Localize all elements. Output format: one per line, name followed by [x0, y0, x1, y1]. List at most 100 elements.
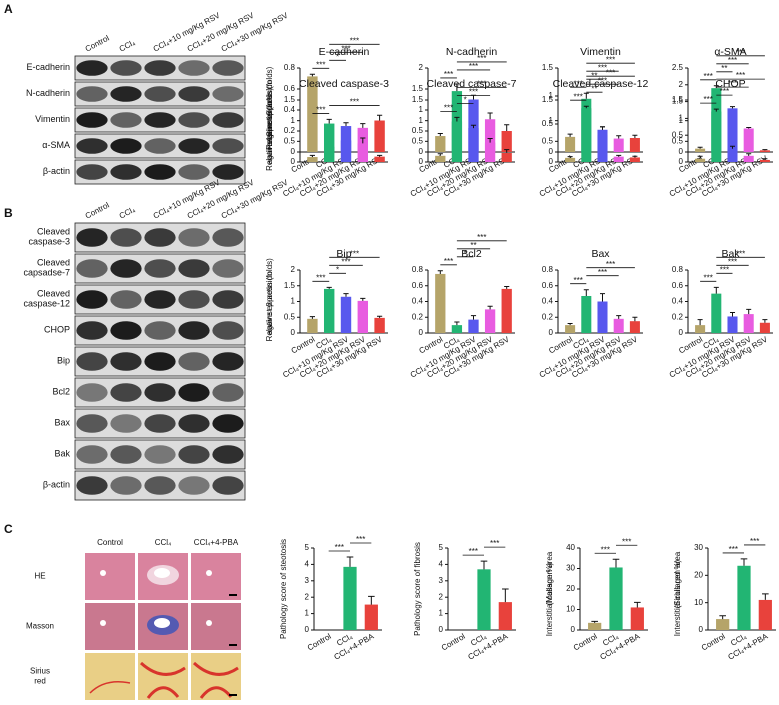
lane-label: CCl₄ — [118, 205, 137, 221]
error-bar — [326, 118, 332, 124]
bar — [565, 136, 576, 152]
blot-band — [110, 476, 142, 495]
y-axis-label-line: Interstitial collagen area — [545, 551, 554, 636]
row-label-line: caspase-3 — [28, 237, 70, 247]
bar — [323, 288, 335, 333]
bar — [629, 321, 640, 333]
bar — [340, 126, 352, 162]
bar — [340, 296, 352, 333]
chart-title: Vimentin — [580, 46, 621, 58]
bar — [501, 152, 512, 162]
row-label-line: Sirius — [30, 667, 50, 676]
blot-band — [110, 259, 142, 278]
error-bar — [480, 560, 488, 570]
row-label-line: β-actin — [43, 166, 70, 176]
y-tick-label: 0.4 — [542, 297, 554, 306]
error-bar — [697, 146, 703, 149]
blot-band — [144, 476, 176, 495]
significance-label: *** — [490, 539, 499, 548]
error-bar — [504, 286, 510, 289]
significance-label: *** — [736, 48, 745, 57]
vessel — [154, 568, 170, 578]
significance-label: *** — [704, 95, 713, 104]
significance-label: ** — [591, 84, 597, 93]
blot-band — [76, 383, 108, 402]
blot-band — [212, 164, 244, 180]
error-bar — [740, 558, 748, 566]
y-tick-label: 3 — [305, 576, 310, 585]
y-tick-label: 0 — [571, 625, 576, 634]
bar — [477, 569, 491, 630]
error-bar — [309, 316, 316, 319]
bar — [357, 300, 369, 333]
error-bar — [309, 73, 316, 77]
significance-label: *** — [704, 273, 713, 282]
bar — [630, 607, 644, 630]
y-axis-label-line: Pathology score of steotosis — [279, 539, 288, 639]
vessel — [154, 618, 170, 628]
y-axis-label: Pathology score of steotosis — [279, 539, 288, 639]
y-tick-label: 0.5 — [284, 312, 296, 321]
significance-label: *** — [316, 60, 325, 69]
y-tick-label: 2 — [439, 592, 444, 601]
axis-line — [579, 548, 648, 631]
blot-band — [110, 138, 142, 154]
y-axis-label: Pathology score of fibrosis — [413, 542, 422, 636]
blot-band — [212, 138, 244, 154]
significance-label: *** — [720, 265, 729, 274]
bar — [565, 325, 576, 333]
significance-label: *** — [316, 106, 325, 115]
significance-label: *** — [598, 268, 607, 277]
y-tick-label: 0 — [305, 625, 310, 634]
blot-band — [110, 290, 142, 309]
bar — [307, 318, 318, 333]
error-bar — [470, 315, 477, 320]
y-tick-label: 0.6 — [284, 84, 296, 93]
micrograph — [191, 553, 241, 600]
error-bar — [762, 149, 768, 151]
blot-band — [178, 352, 210, 371]
blot-band — [144, 414, 176, 433]
y-tick-label: 0 — [549, 157, 554, 166]
chart-title: E-cadherin — [319, 46, 370, 58]
y-tick-label: 0.8 — [672, 265, 684, 274]
y-axis-label-line: against β-actin (folds) — [265, 258, 274, 335]
y-axis-label: Interstitial collagen area(Masson %) — [545, 551, 554, 636]
blot-band — [110, 352, 142, 371]
blot-band — [178, 445, 210, 464]
significance-label: *** — [316, 273, 325, 282]
y-axis-label-line: (Masson %) — [545, 562, 554, 605]
row-label: Bip — [57, 356, 70, 366]
bar — [307, 157, 318, 162]
chart-title: Cleaved caspase-12 — [553, 78, 649, 90]
blot-band — [212, 445, 244, 464]
y-tick-label: 0.2 — [542, 312, 554, 321]
row-label-line: α-SMA — [42, 140, 70, 150]
blot-band — [144, 112, 176, 128]
y-tick-label: 4 — [305, 560, 310, 569]
blot-band — [110, 414, 142, 433]
bar — [759, 159, 770, 162]
row-label: E-cadherin — [26, 62, 70, 72]
significance-label: *** — [704, 72, 713, 81]
error-bar — [746, 126, 752, 129]
significance-label: *** — [350, 36, 359, 45]
blot-band — [76, 476, 108, 495]
bar — [711, 293, 722, 333]
blot-band — [212, 321, 244, 340]
bar — [609, 567, 623, 630]
blot-band — [76, 290, 108, 309]
row-label: β-actin — [43, 480, 70, 490]
y-tick-label: 1.5 — [284, 95, 296, 104]
bar — [758, 599, 772, 630]
row-label-line: Masson — [26, 622, 54, 631]
blot-band — [212, 228, 244, 247]
y-tick-label: 1.5 — [284, 281, 296, 290]
error-bar — [504, 149, 510, 153]
error-bar — [583, 92, 589, 99]
y-tick-label: 0 — [549, 328, 554, 337]
y-axis-label: Relative expressionagainst β-actin (fold… — [265, 258, 274, 342]
significance-label: *** — [720, 87, 729, 96]
significance-label: *** — [469, 87, 478, 96]
significance-label: *** — [601, 545, 610, 554]
